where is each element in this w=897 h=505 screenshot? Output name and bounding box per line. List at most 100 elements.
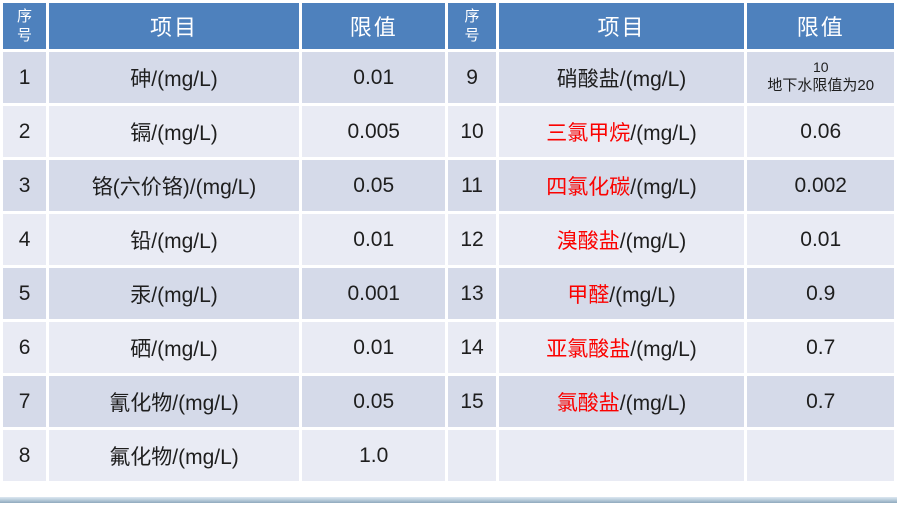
item-name: 氟化物: [109, 445, 173, 469]
header-left-num: 序号: [3, 3, 47, 49]
limit-value: 10: [812, 58, 829, 75]
item-cell: 镉/(mg/L): [49, 106, 299, 157]
item-name: 硒: [130, 337, 152, 361]
row-num: 4: [3, 214, 47, 265]
limits-table: 序号 项目 限值 序号 项目 限值 1 砷/(mg/L) 0.01 9 硝酸盐/…: [3, 3, 894, 481]
limit-cell: 0.001: [301, 268, 446, 319]
item-unit-suffix: /(mg/L): [172, 445, 239, 469]
limit-note: 地下水限值为20: [767, 76, 875, 94]
table-row: 4 铅/(mg/L) 0.01 12 溴酸盐/(mg/L) 0.01: [3, 214, 894, 265]
item-name: 铅: [130, 229, 152, 253]
row-num: 11: [448, 160, 496, 211]
limit-value: 0.9: [806, 281, 836, 305]
row-num: 10: [448, 106, 496, 157]
table-row: 3 铬(六价铬)/(mg/L) 0.05 11 四氯化碳/(mg/L) 0.00…: [3, 160, 894, 211]
item-cell: [498, 430, 745, 481]
limit-cell: 10 地下水限值为20: [747, 52, 894, 103]
item-cell: 亚氯酸盐/(mg/L): [498, 322, 745, 373]
header-row: 序号 项目 限值 序号 项目 限值: [3, 3, 894, 49]
item-name: 氰化物: [109, 391, 173, 415]
row-num: 6: [3, 322, 47, 373]
item-name: 砷: [130, 67, 152, 91]
item-cell: 铬(六价铬)/(mg/L): [49, 160, 299, 211]
limit-cell: 0.01: [301, 214, 446, 265]
limit-cell: 0.9: [747, 268, 894, 319]
item-unit-suffix: /(mg/L): [630, 337, 697, 361]
row-num: 3: [3, 160, 47, 211]
header-right-num: 序号: [448, 3, 496, 49]
item-name: 三氯甲烷: [546, 121, 631, 145]
limit-cell: 0.7: [747, 376, 894, 427]
header-left-item: 项目: [49, 3, 299, 49]
item-cell: 三氯甲烷/(mg/L): [498, 106, 745, 157]
limit-cell: 0.7: [747, 322, 894, 373]
item-cell: 氯酸盐/(mg/L): [498, 376, 745, 427]
row-num: 2: [3, 106, 47, 157]
row-num: 8: [3, 430, 47, 481]
limit-cell: 0.005: [301, 106, 446, 157]
header-right-limit: 限值: [747, 3, 894, 49]
limit-value: 0.06: [800, 119, 842, 143]
item-unit-suffix: /(mg/L): [609, 283, 676, 307]
limit-value: 0.001: [347, 281, 400, 305]
limit-cell: 0.002: [747, 160, 894, 211]
item-name: 硝酸盐: [556, 67, 620, 91]
limit-cell: 0.01: [301, 322, 446, 373]
table-row: 2 镉/(mg/L) 0.005 10 三氯甲烷/(mg/L) 0.06: [3, 106, 894, 157]
item-name: 氯酸盐: [556, 391, 620, 415]
item-unit-suffix: /(mg/L): [151, 67, 218, 91]
slide-bottom-edge-bar: [0, 497, 897, 503]
item-name: 溴酸盐: [556, 229, 620, 253]
row-num: 7: [3, 376, 47, 427]
item-cell: 甲醛/(mg/L): [498, 268, 745, 319]
item-name: 亚氯酸盐: [546, 337, 631, 361]
limit-value: 0.05: [353, 389, 395, 413]
limit-cell: 1.0: [301, 430, 446, 481]
limit-cell: 0.01: [301, 52, 446, 103]
header-left-limit: 限值: [301, 3, 446, 49]
item-cell: 氰化物/(mg/L): [49, 376, 299, 427]
row-num: 13: [448, 268, 496, 319]
row-num: 14: [448, 322, 496, 373]
limit-cell: 0.06: [747, 106, 894, 157]
item-cell: 氟化物/(mg/L): [49, 430, 299, 481]
item-cell: 硒/(mg/L): [49, 322, 299, 373]
limit-value: 0.01: [353, 335, 395, 359]
item-unit-suffix: /(mg/L): [151, 283, 218, 307]
item-unit-suffix: /(mg/L): [630, 175, 697, 199]
item-unit-suffix: /(mg/L): [619, 229, 687, 253]
item-unit-suffix: /(mg/L): [630, 121, 697, 145]
item-name: 甲醛: [567, 283, 610, 307]
row-num: 12: [448, 214, 496, 265]
item-name: 铬(六价铬): [91, 175, 190, 199]
limit-value: 0.05: [353, 173, 395, 197]
item-cell: 溴酸盐/(mg/L): [498, 214, 745, 265]
limit-cell: 0.05: [301, 160, 446, 211]
limit-value: 0.01: [353, 65, 395, 89]
item-cell: 汞/(mg/L): [49, 268, 299, 319]
item-unit-suffix: /(mg/L): [172, 391, 239, 415]
limit-value: 0.005: [347, 119, 400, 143]
item-name: 镉: [130, 121, 152, 145]
header-right-item: 项目: [498, 3, 745, 49]
table-row: 8 氟化物/(mg/L) 1.0: [3, 430, 894, 481]
limit-value: 0.7: [806, 335, 836, 359]
item-name: 四氯化碳: [546, 175, 631, 199]
table-row: 1 砷/(mg/L) 0.01 9 硝酸盐/(mg/L) 10 地下水限值为20: [3, 52, 894, 103]
limit-cell: [747, 430, 894, 481]
table-row: 7 氰化物/(mg/L) 0.05 15 氯酸盐/(mg/L) 0.7: [3, 376, 894, 427]
table-row: 5 汞/(mg/L) 0.001 13 甲醛/(mg/L) 0.9: [3, 268, 894, 319]
item-unit-suffix: /(mg/L): [151, 337, 218, 361]
item-cell: 硝酸盐/(mg/L): [498, 52, 745, 103]
limit-value: 0.01: [800, 227, 842, 251]
item-unit-suffix: /(mg/L): [619, 67, 687, 91]
row-num: 1: [3, 52, 47, 103]
item-unit-suffix: /(mg/L): [151, 121, 218, 145]
item-unit-suffix: /(mg/L): [151, 229, 218, 253]
row-num: 9: [448, 52, 496, 103]
item-name: 汞: [130, 283, 152, 307]
limit-value: 1.0: [359, 443, 389, 467]
limit-cell: 0.01: [747, 214, 894, 265]
row-num: 15: [448, 376, 496, 427]
